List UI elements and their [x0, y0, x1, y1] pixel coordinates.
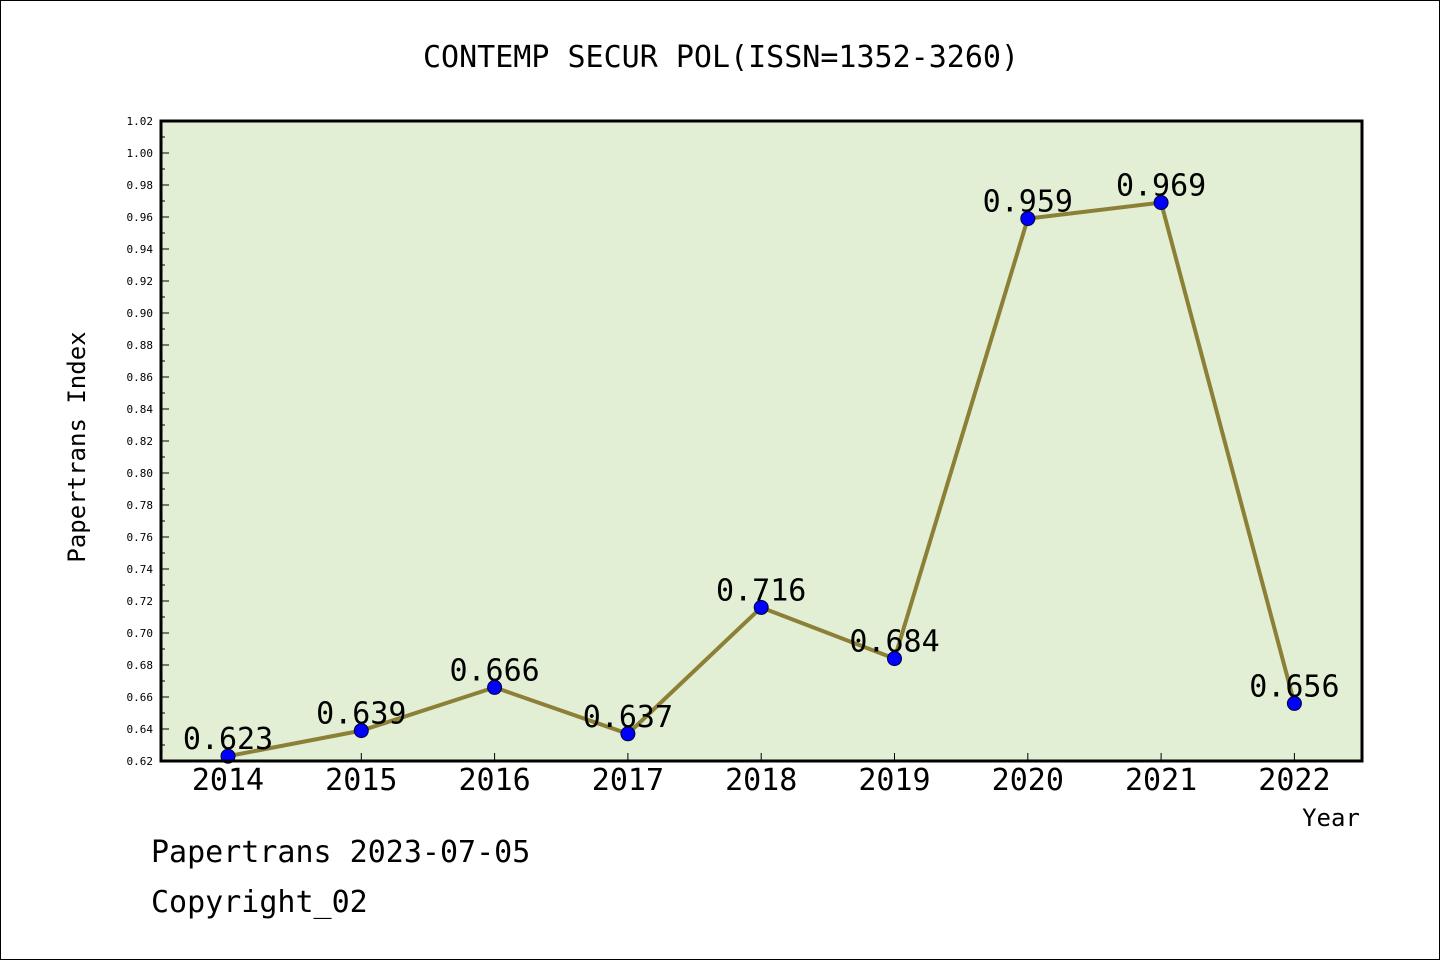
data-point: [753, 599, 769, 615]
chart-title: CONTEMP SECUR POL(ISSN=1352-3260): [423, 40, 1019, 75]
data-point: [353, 723, 369, 739]
x-axis-label: Year: [1302, 804, 1360, 832]
y-tick-label: 0.92: [127, 275, 154, 288]
x-tick-label: 2022: [1258, 763, 1330, 798]
data-label: 0.969: [1116, 169, 1206, 204]
data-label: 0.639: [316, 697, 406, 732]
y-tick-label: 0.90: [127, 307, 154, 320]
y-tick-label: 0.98: [127, 179, 154, 192]
y-tick-label: 0.94: [127, 243, 154, 256]
y-tick-label: 0.68: [127, 659, 154, 672]
y-tick-label: 1.02: [127, 115, 154, 128]
y-tick-label: 0.82: [127, 435, 154, 448]
y-tick-label: 0.78: [127, 499, 154, 512]
x-tick-label: 2021: [1125, 763, 1197, 798]
x-tick-label: 2018: [725, 763, 797, 798]
y-tick-label: 0.70: [127, 627, 154, 640]
data-label: 0.637: [583, 700, 673, 735]
y-tick-label: 0.86: [127, 371, 154, 384]
y-tick-label: 0.84: [127, 403, 154, 416]
x-tick-label: 2017: [592, 763, 664, 798]
y-tick-label: 0.66: [127, 691, 154, 704]
y-tick-label: 0.72: [127, 595, 154, 608]
y-tick-label: 0.76: [127, 531, 154, 544]
footer-copyright-line: Copyright_02: [151, 885, 368, 920]
data-point: [487, 679, 503, 695]
plot-border: [159, 119, 1364, 763]
data-label: 0.666: [449, 653, 539, 688]
y-tick-label: 0.62: [127, 755, 154, 768]
data-point: [887, 651, 902, 667]
x-tick-label: 2016: [458, 763, 530, 798]
data-point: [1020, 211, 1036, 227]
footer-date-line: Papertrans 2023-07-05: [151, 835, 531, 870]
y-axis-label: Papertrans Index: [63, 331, 91, 562]
y-tick-label: 0.74: [127, 563, 154, 576]
data-point: [1153, 195, 1169, 211]
data-label: 0.656: [1249, 669, 1339, 704]
data-point: [1286, 695, 1302, 711]
x-tick-label: 2015: [325, 763, 397, 798]
y-tick-label: 0.64: [127, 723, 154, 736]
y-tick-label: 0.96: [127, 211, 154, 224]
y-tick-label: 0.88: [127, 339, 154, 352]
x-tick-label: 2019: [858, 763, 930, 798]
y-tick-label: 0.80: [127, 467, 154, 480]
data-label: 0.623: [183, 722, 273, 757]
plot-area: [161, 121, 1362, 761]
data-label: 0.716: [716, 573, 806, 608]
data-point: [620, 726, 636, 742]
y-tick-label: 1.00: [127, 147, 154, 160]
data-label: 0.959: [983, 185, 1073, 220]
data-label: 0.684: [849, 625, 939, 660]
x-tick-label: 2014: [192, 763, 264, 798]
x-tick-label: 2020: [992, 763, 1064, 798]
